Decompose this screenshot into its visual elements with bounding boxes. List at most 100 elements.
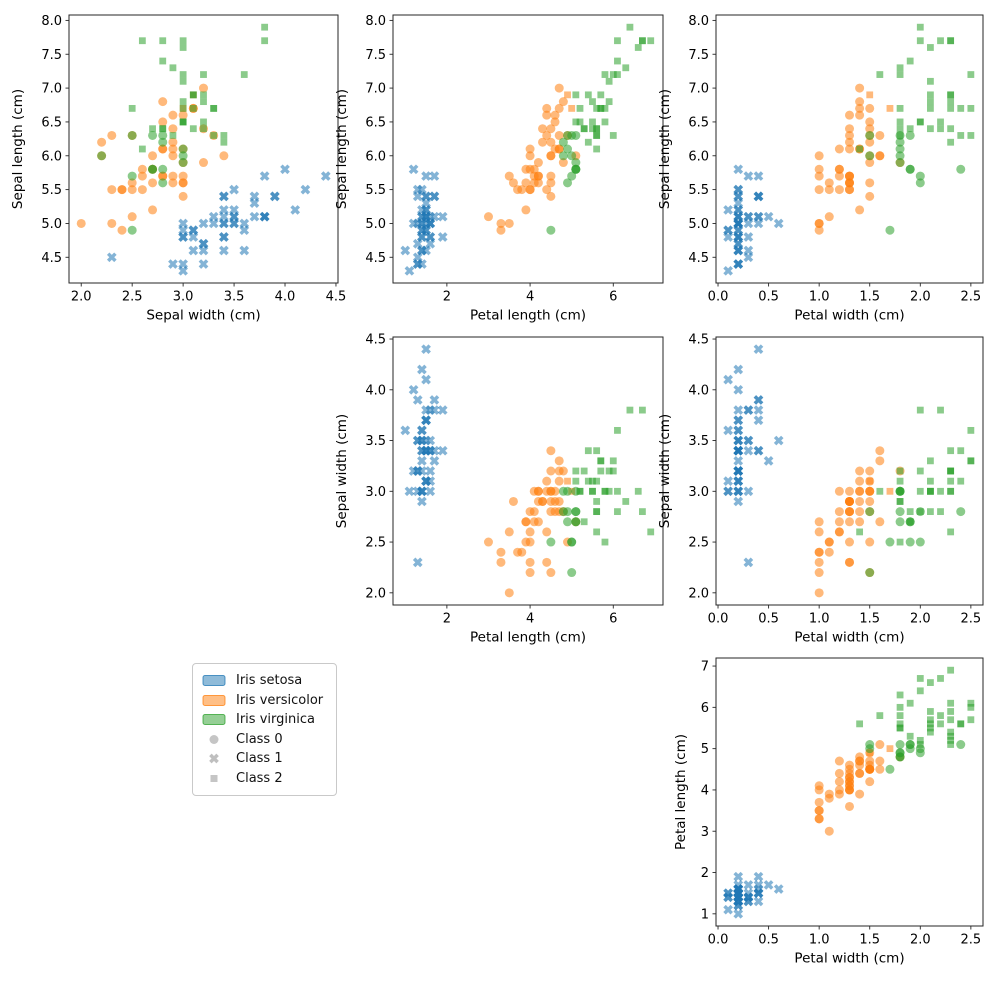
data-point: [567, 568, 577, 578]
data-point: [814, 588, 824, 598]
y-tick-label: 7.0: [688, 82, 709, 97]
data-point: [916, 736, 924, 744]
ax22-ylabel: Petal length (cm): [673, 734, 689, 850]
data-point: [814, 151, 824, 161]
ax11-ylabel: Sepal width (cm): [334, 414, 350, 528]
data-point: [915, 748, 925, 758]
data-point: [417, 466, 427, 476]
data-point: [513, 185, 523, 195]
data-point: [554, 103, 564, 113]
data-point: [417, 486, 427, 497]
data-point: [885, 225, 895, 235]
y-tick-label: 7.0: [41, 82, 62, 97]
data-point: [138, 145, 146, 153]
data-point: [733, 435, 744, 446]
points-layer: [723, 23, 975, 276]
data-point: [179, 98, 187, 106]
data-point: [148, 178, 158, 188]
data-point: [763, 456, 774, 466]
data-point: [814, 218, 824, 228]
data-point: [896, 498, 904, 505]
data-point: [437, 405, 448, 415]
data-point: [605, 98, 613, 106]
data-point: [178, 232, 188, 242]
data-point: [609, 457, 617, 465]
x-tick-label: 4: [526, 611, 534, 626]
data-point: [875, 446, 885, 456]
data-point: [885, 764, 895, 774]
data-point: [834, 185, 844, 195]
data-point: [127, 225, 137, 235]
data-point: [614, 508, 621, 516]
x-tick-label: 2.5: [961, 611, 982, 626]
data-point: [875, 151, 885, 161]
y-tick-label: 6.5: [41, 115, 62, 130]
data-point: [538, 496, 548, 506]
data-point: [845, 137, 854, 147]
data-point: [601, 104, 609, 112]
data-point: [580, 518, 588, 526]
data-point: [127, 178, 137, 188]
data-point: [259, 211, 270, 222]
data-point: [542, 130, 552, 140]
data-point: [937, 675, 944, 682]
data-point: [137, 185, 147, 195]
data-point: [865, 137, 875, 147]
points-layer: [400, 23, 655, 276]
data-point: [128, 104, 136, 112]
data-point: [546, 151, 556, 161]
data-point: [605, 77, 613, 85]
data-point: [421, 445, 431, 456]
data-point: [824, 212, 834, 222]
data-point: [597, 91, 605, 99]
data-point: [845, 130, 854, 140]
data-point: [567, 171, 577, 181]
data-point: [106, 252, 117, 263]
data-point: [834, 777, 844, 787]
data-point: [168, 151, 178, 161]
data-point: [571, 507, 581, 517]
x-tick-label: 3.5: [224, 289, 245, 304]
data-point: [542, 527, 552, 537]
data-point: [814, 164, 824, 174]
y-tick-label: 3.5: [365, 434, 386, 449]
x-tick-label: 0.5: [758, 611, 779, 626]
data-point: [168, 144, 178, 154]
data-point: [576, 118, 584, 126]
axes-spine: [68, 14, 339, 284]
data-point: [200, 125, 207, 133]
data-point: [261, 23, 269, 31]
data-point: [198, 245, 209, 256]
data-point: [845, 537, 854, 547]
data-point: [733, 184, 744, 195]
data-point: [824, 793, 834, 803]
data-point: [855, 205, 865, 215]
x-tick-label: 4.0: [275, 289, 296, 304]
data-point: [179, 104, 187, 112]
data-point: [179, 71, 187, 78]
data-point: [576, 104, 584, 112]
data-point: [845, 124, 854, 134]
data-point: [179, 77, 187, 85]
ax11-xlabel: Petal length (cm): [470, 630, 586, 646]
data-point: [300, 184, 311, 195]
data-point: [733, 908, 744, 919]
data-point: [956, 507, 966, 517]
data-point: [219, 211, 229, 222]
data-point: [845, 781, 854, 791]
legend-item-label: Iris setosa: [236, 673, 303, 688]
data-point: [437, 445, 448, 456]
data-point: [947, 37, 955, 45]
data-point: [834, 507, 844, 517]
x-tick-label: 6: [609, 611, 617, 626]
data-point: [137, 171, 147, 181]
data-point: [421, 415, 431, 426]
data-point: [895, 130, 905, 140]
data-point: [417, 456, 427, 466]
data-point: [580, 467, 588, 475]
data-point: [956, 740, 966, 750]
data-point: [626, 23, 634, 31]
data-point: [865, 507, 875, 517]
data-point: [404, 265, 415, 276]
data-point: [229, 184, 239, 195]
